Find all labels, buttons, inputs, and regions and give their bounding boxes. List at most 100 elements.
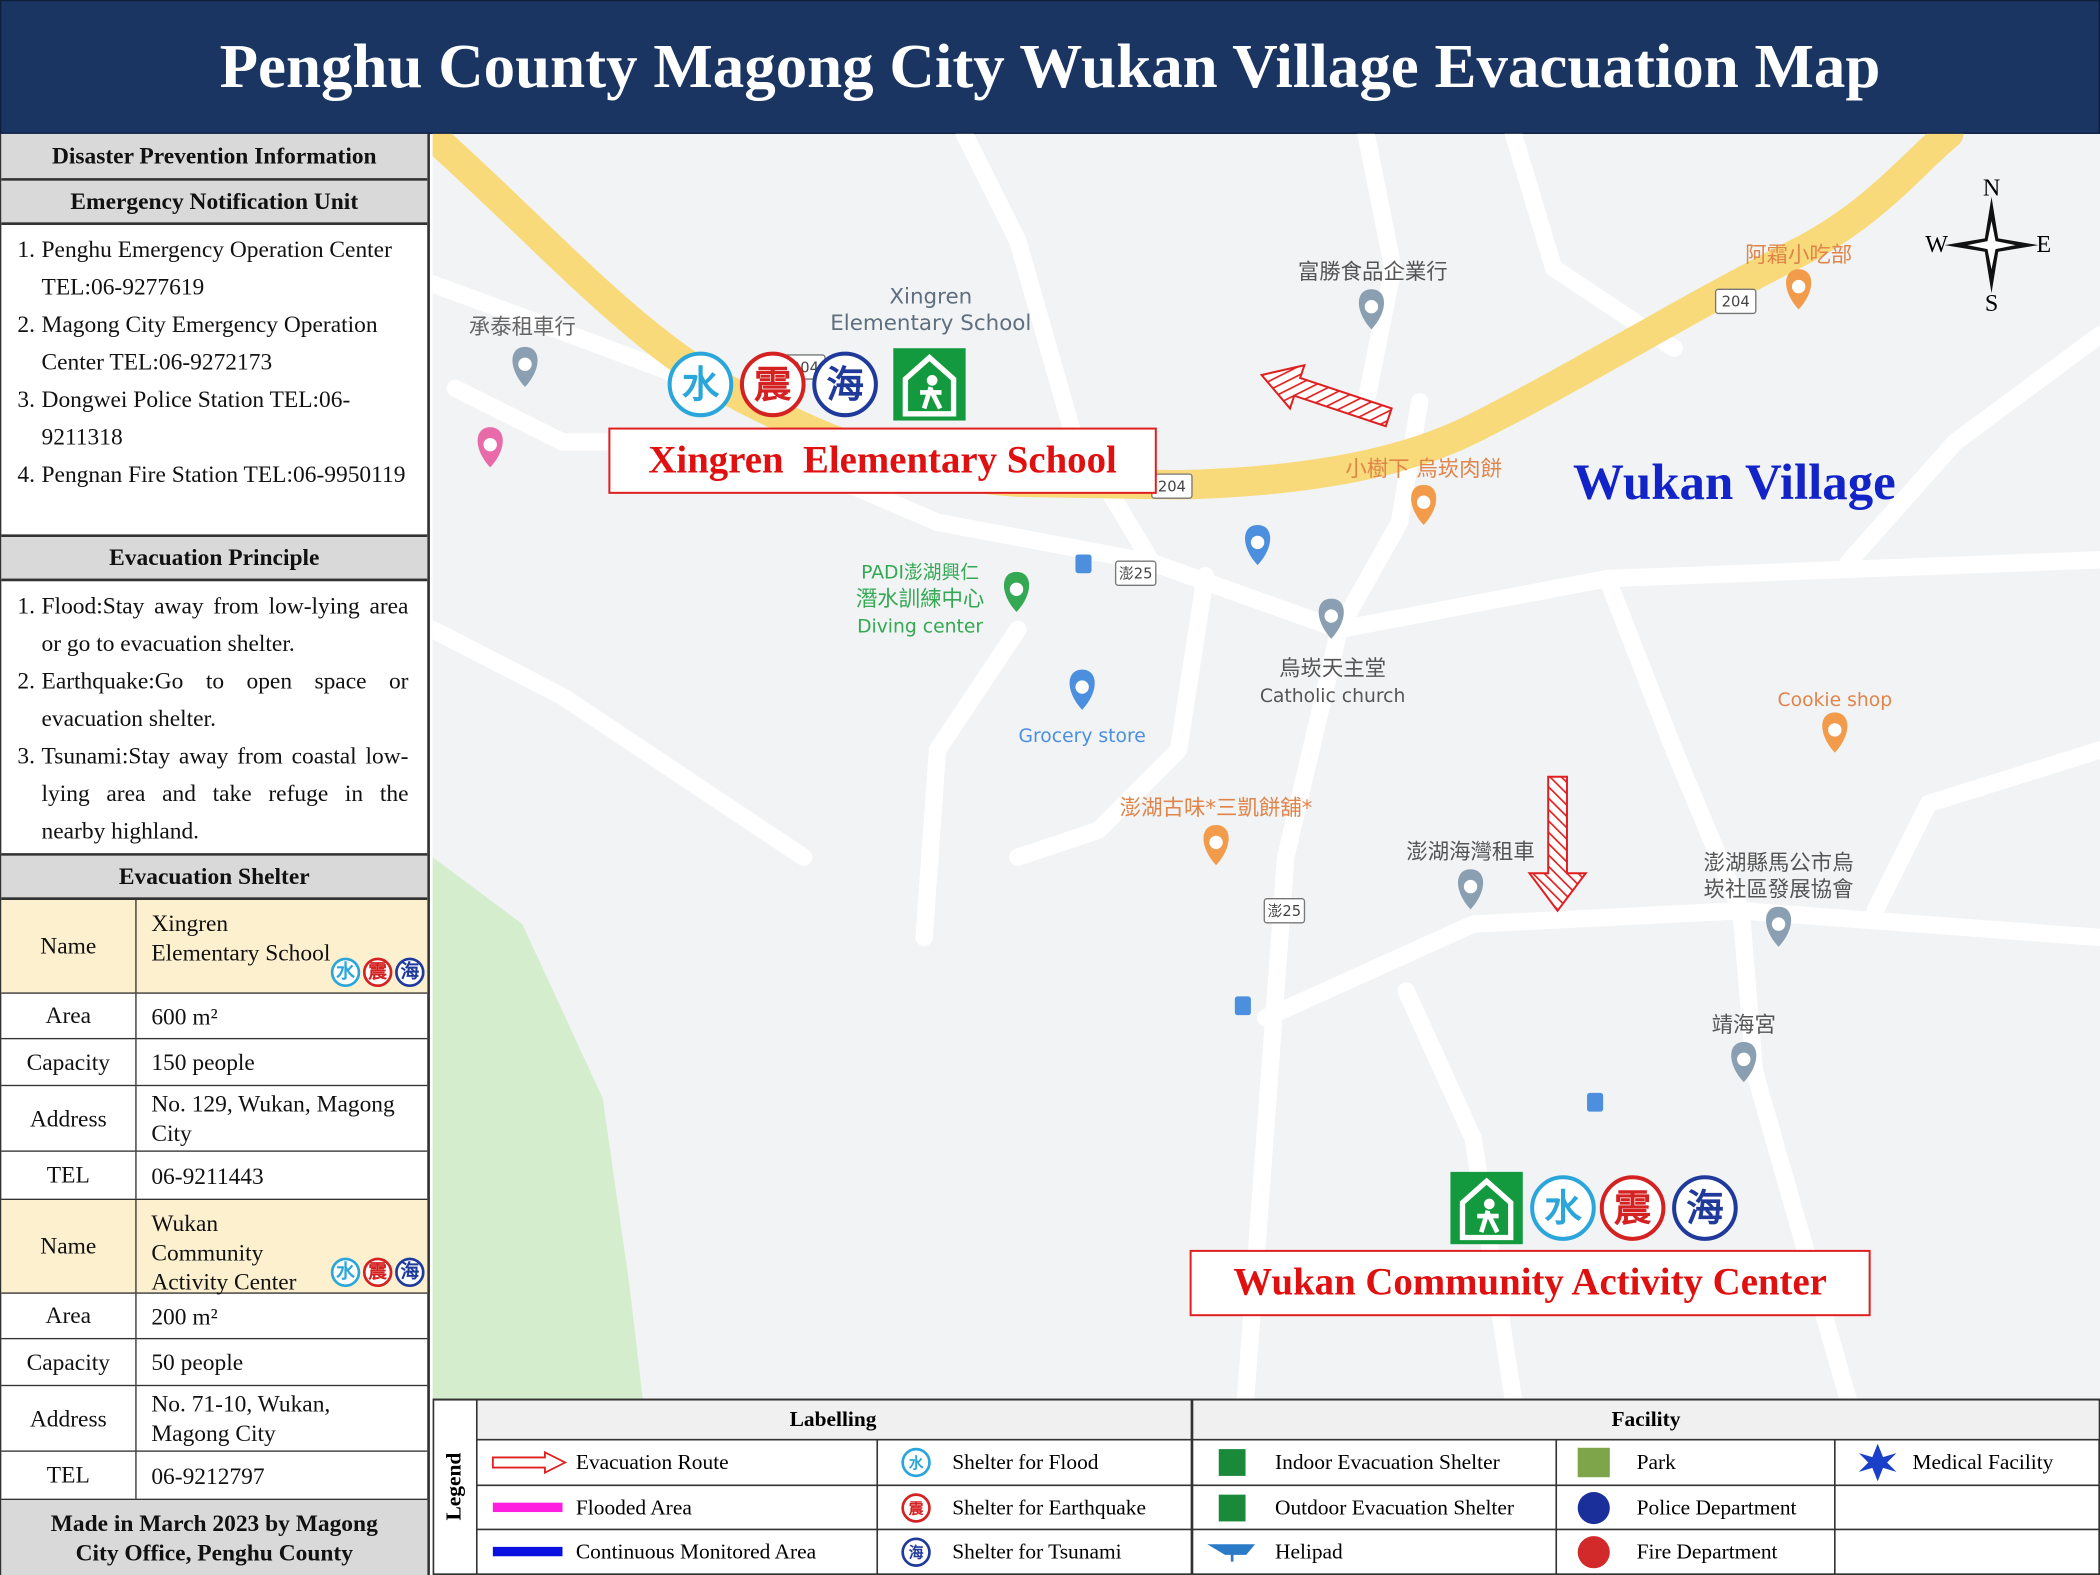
poi-label: 阿霜小吃部 — [1745, 243, 1852, 268]
road-sign-label: 204 — [1158, 479, 1186, 496]
road-sign — [1114, 560, 1157, 586]
legend-icon — [492, 1546, 563, 1557]
poi-label: 小樹下 烏崁肉餅 — [1345, 457, 1502, 482]
shelter-type-icon-text: 水 — [1544, 1186, 1582, 1230]
exit-icon-body — [920, 386, 943, 410]
map-pin-dot — [1364, 300, 1379, 314]
shelter-icons: 水震海 — [330, 1257, 425, 1288]
shelter-type-icon-text: 震 — [1614, 1186, 1652, 1230]
legend-icon — [491, 1450, 568, 1475]
info-list: 1. Penghu Emergency Operation Center TEL:… — [1, 225, 428, 538]
legend-icon — [1577, 1491, 1610, 1525]
roads-part — [1839, 326, 2100, 572]
row-value-cell: No. 129, Wukan, Magong City — [137, 1086, 428, 1150]
poi-label: 靖海宮 — [1712, 1013, 1776, 1038]
row-value-cell: 600 m² — [137, 994, 428, 1038]
evacuation-route-arrow — [1527, 775, 1588, 913]
legend-label: Shelter for Earthquake — [952, 1495, 1146, 1519]
map-pin-dot — [1828, 723, 1842, 737]
list-item: 4. Pengnan Fire Station TEL:06-9950119 — [17, 455, 408, 493]
shelter-icon: 震 — [362, 1257, 393, 1288]
title: Penghu County Magong City Wukan Village … — [219, 32, 1881, 102]
shelter-type-icon — [667, 351, 734, 418]
item-text: Tsunami:Stay away from coastal low-lying… — [41, 741, 409, 844]
shelter-icon: 水 — [330, 1257, 361, 1288]
section-heading: Evacuation Principle — [1, 537, 428, 582]
legend-label: Continuous Monitored Area — [576, 1539, 817, 1563]
legend-icon — [1577, 1447, 1610, 1478]
info-list: 1. Flood:Stay away from low-lying area or… — [1, 581, 428, 856]
row-value: Xingren Elementary School — [151, 909, 331, 966]
row-value: No. 71-10, Wukan, Magong City — [151, 1390, 331, 1447]
shelter-type-icon-text: 海 — [826, 363, 864, 407]
table-row: TEL 06-9212797 — [1, 1451, 428, 1501]
table-row: Name Xingren Elementary School 水震海 — [1, 900, 428, 994]
item-text: Earthquake:Go to open space or evacuatio… — [41, 666, 409, 732]
roads-part — [1598, 569, 1750, 920]
legend-icon — [1218, 1494, 1246, 1522]
shelter-type-icon — [1672, 1175, 1738, 1241]
table-row: Address No. 71-10, Wukan, Magong City — [1, 1386, 428, 1452]
item-text: Penghu Emergency Operation Center TEL:06… — [41, 235, 392, 301]
list-item: 2. Magong City Emergency Operation Center… — [17, 305, 408, 380]
map-pin-dot — [1791, 279, 1806, 294]
exit-icon-body — [1477, 1210, 1500, 1234]
row-value-cell: 06-9211443 — [137, 1152, 428, 1199]
row-label: Name — [1, 1200, 137, 1293]
map-pin-dot — [1075, 680, 1089, 694]
row-value-cell: 150 people — [137, 1039, 428, 1085]
row-value: 06-9211443 — [151, 1161, 264, 1189]
list-item: 1. Flood:Stay away from low-lying area or… — [17, 587, 408, 662]
item-text: Magong City Emergency Operation Center T… — [41, 310, 378, 376]
legend-icon — [901, 1537, 931, 1567]
road-sign — [1263, 897, 1306, 924]
item-number: 2. — [17, 310, 35, 338]
shelter-label: Wukan Community Activity Center — [1233, 1261, 1827, 1304]
map-pin-dot — [1250, 535, 1265, 550]
compass-part — [1967, 220, 2016, 270]
row-value-cell: Wukan Community Activity Center 水震海 — [137, 1200, 428, 1295]
village-label: Wukan Village — [1573, 455, 1896, 511]
list-item: 3. Dongwei Police Station TEL:06-9211318 — [17, 380, 408, 455]
row-value: 150 people — [151, 1048, 255, 1076]
row-value: 200 m² — [151, 1302, 218, 1330]
row-label: TEL — [1, 1151, 137, 1199]
item-text: Pengnan Fire Station TEL:06-9950119 — [41, 460, 406, 488]
evacuation-route-arrow-part — [1527, 775, 1588, 913]
row-label: Capacity — [1, 1039, 137, 1085]
map-pin-dot — [518, 357, 532, 371]
legend-icon-text: 震 — [909, 1499, 924, 1517]
poi-label: Catholic church — [1260, 686, 1406, 707]
list-item: 3. Tsunami:Stay away from coastal low-lyi… — [17, 737, 408, 850]
park-area — [432, 857, 643, 1400]
item-number: 3. — [17, 741, 35, 769]
poi-label: Elementary School — [830, 311, 1031, 336]
poi-label: 富勝食品企業行 — [1298, 260, 1448, 285]
row-value-cell: 06-9212797 — [137, 1452, 428, 1499]
row-value: Wukan Community Activity Center — [151, 1209, 297, 1296]
item-number: 4. — [17, 460, 35, 488]
table-row: Name Wukan Community Activity Center 水震海 — [1, 1200, 428, 1295]
row-value-cell: No. 71-10, Wukan, Magong City — [137, 1386, 428, 1450]
shelter-label-box — [1189, 1249, 1871, 1317]
poi-label: 潛水訓練中心 — [856, 587, 984, 612]
sidebar: Disaster Prevention Information Emergency… — [0, 133, 430, 1575]
road-sign-label: 澎25 — [1268, 903, 1301, 920]
shelter-type-icon-text: 震 — [754, 363, 792, 407]
evacuation-route-arrow — [1259, 363, 1393, 428]
section-heading: Emergency Notification Unit — [1, 180, 428, 226]
roads-part — [1357, 133, 1402, 411]
table-row: Area 200 m² — [1, 1293, 428, 1340]
roads-part — [432, 620, 813, 866]
roads-part — [915, 620, 1027, 947]
row-value-cell: Xingren Elementary School 水震海 — [137, 900, 428, 992]
legend-icon — [492, 1502, 563, 1513]
evacuation-route-arrow-part — [1259, 363, 1393, 428]
legend-icon — [1577, 1536, 1610, 1569]
map-pin-dot — [1737, 1052, 1751, 1067]
legend-label: Shelter for Flood — [952, 1450, 1099, 1474]
roads-part — [1009, 567, 1215, 866]
legend-label: Outdoor Evacuation Shelter — [1275, 1495, 1514, 1519]
